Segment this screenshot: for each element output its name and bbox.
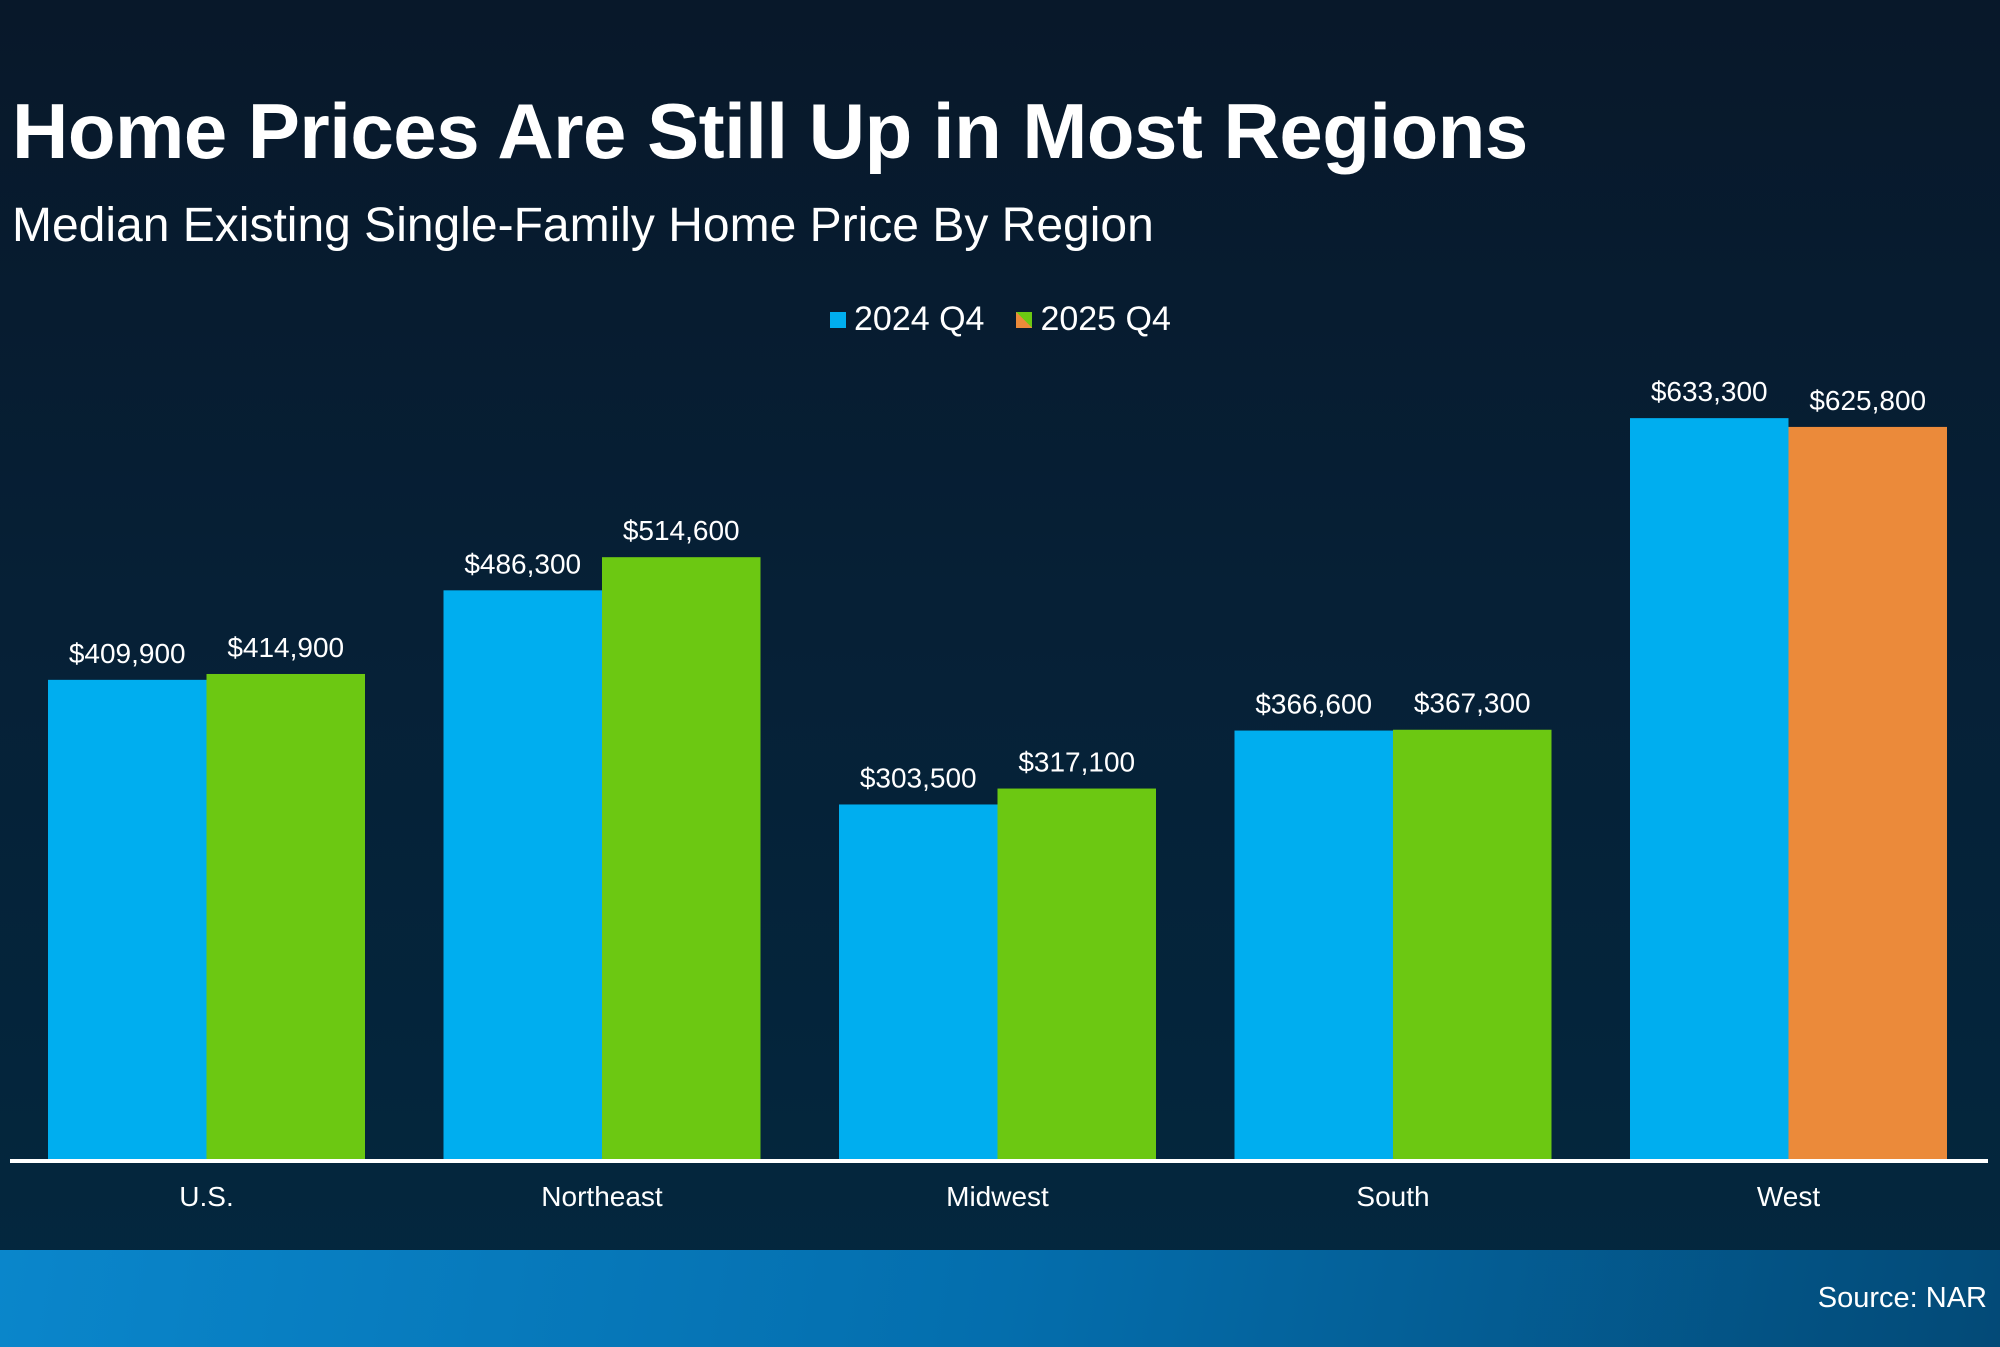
source-note: Source: NAR (1817, 1282, 1987, 1314)
chart-title: Home Prices Are Still Up in Most Regions (12, 87, 1528, 175)
chart-subtitle: Median Existing Single-Family Home Price… (12, 199, 1154, 252)
legend-swatch-2024 (830, 311, 846, 328)
data-label: $633,300 (1651, 376, 1768, 407)
bar-2024 (443, 590, 602, 1160)
data-label: $409,900 (69, 638, 186, 669)
data-label: $625,800 (1809, 385, 1926, 416)
legend-item-2024: 2024 Q4 (830, 300, 984, 339)
legend-swatch-2025 (1016, 311, 1033, 328)
data-label: $366,600 (1255, 689, 1372, 720)
bar-2025 (997, 788, 1156, 1160)
footer-band: Source: NAR (0, 1250, 2000, 1347)
x-tick-label: Midwest (946, 1181, 1049, 1212)
bar-2024 (839, 804, 998, 1160)
bar-chart: $409,900 $414,900 U.S. $486,300 $514,600 Nort… (48, 376, 1947, 1212)
x-tick-label: West (1757, 1181, 1820, 1212)
x-tick-label: South (1356, 1181, 1429, 1212)
bar-2024 (1630, 418, 1789, 1160)
legend-label-2025: 2025 Q4 (1040, 300, 1171, 338)
data-label: $486,300 (464, 548, 581, 579)
x-tick-label: U.S. (179, 1181, 233, 1212)
bar-2024 (48, 679, 207, 1160)
legend: 2024 Q4 2025 Q4 (830, 300, 1203, 339)
data-label: $303,500 (860, 762, 977, 793)
x-tick-label: Northeast (541, 1181, 663, 1212)
data-label: $317,100 (1018, 747, 1135, 778)
data-label: $414,900 (227, 632, 344, 663)
data-label: $514,600 (623, 515, 740, 546)
legend-item-2025: 2025 Q4 (1016, 300, 1171, 339)
bar-2024 (1234, 730, 1393, 1160)
data-label: $367,300 (1414, 688, 1531, 719)
bar-2025 (1788, 426, 1947, 1160)
bar-2025 (602, 557, 761, 1160)
bar-2025 (206, 673, 365, 1160)
legend-label-2024: 2024 Q4 (854, 300, 985, 338)
bar-2025 (1393, 729, 1552, 1160)
